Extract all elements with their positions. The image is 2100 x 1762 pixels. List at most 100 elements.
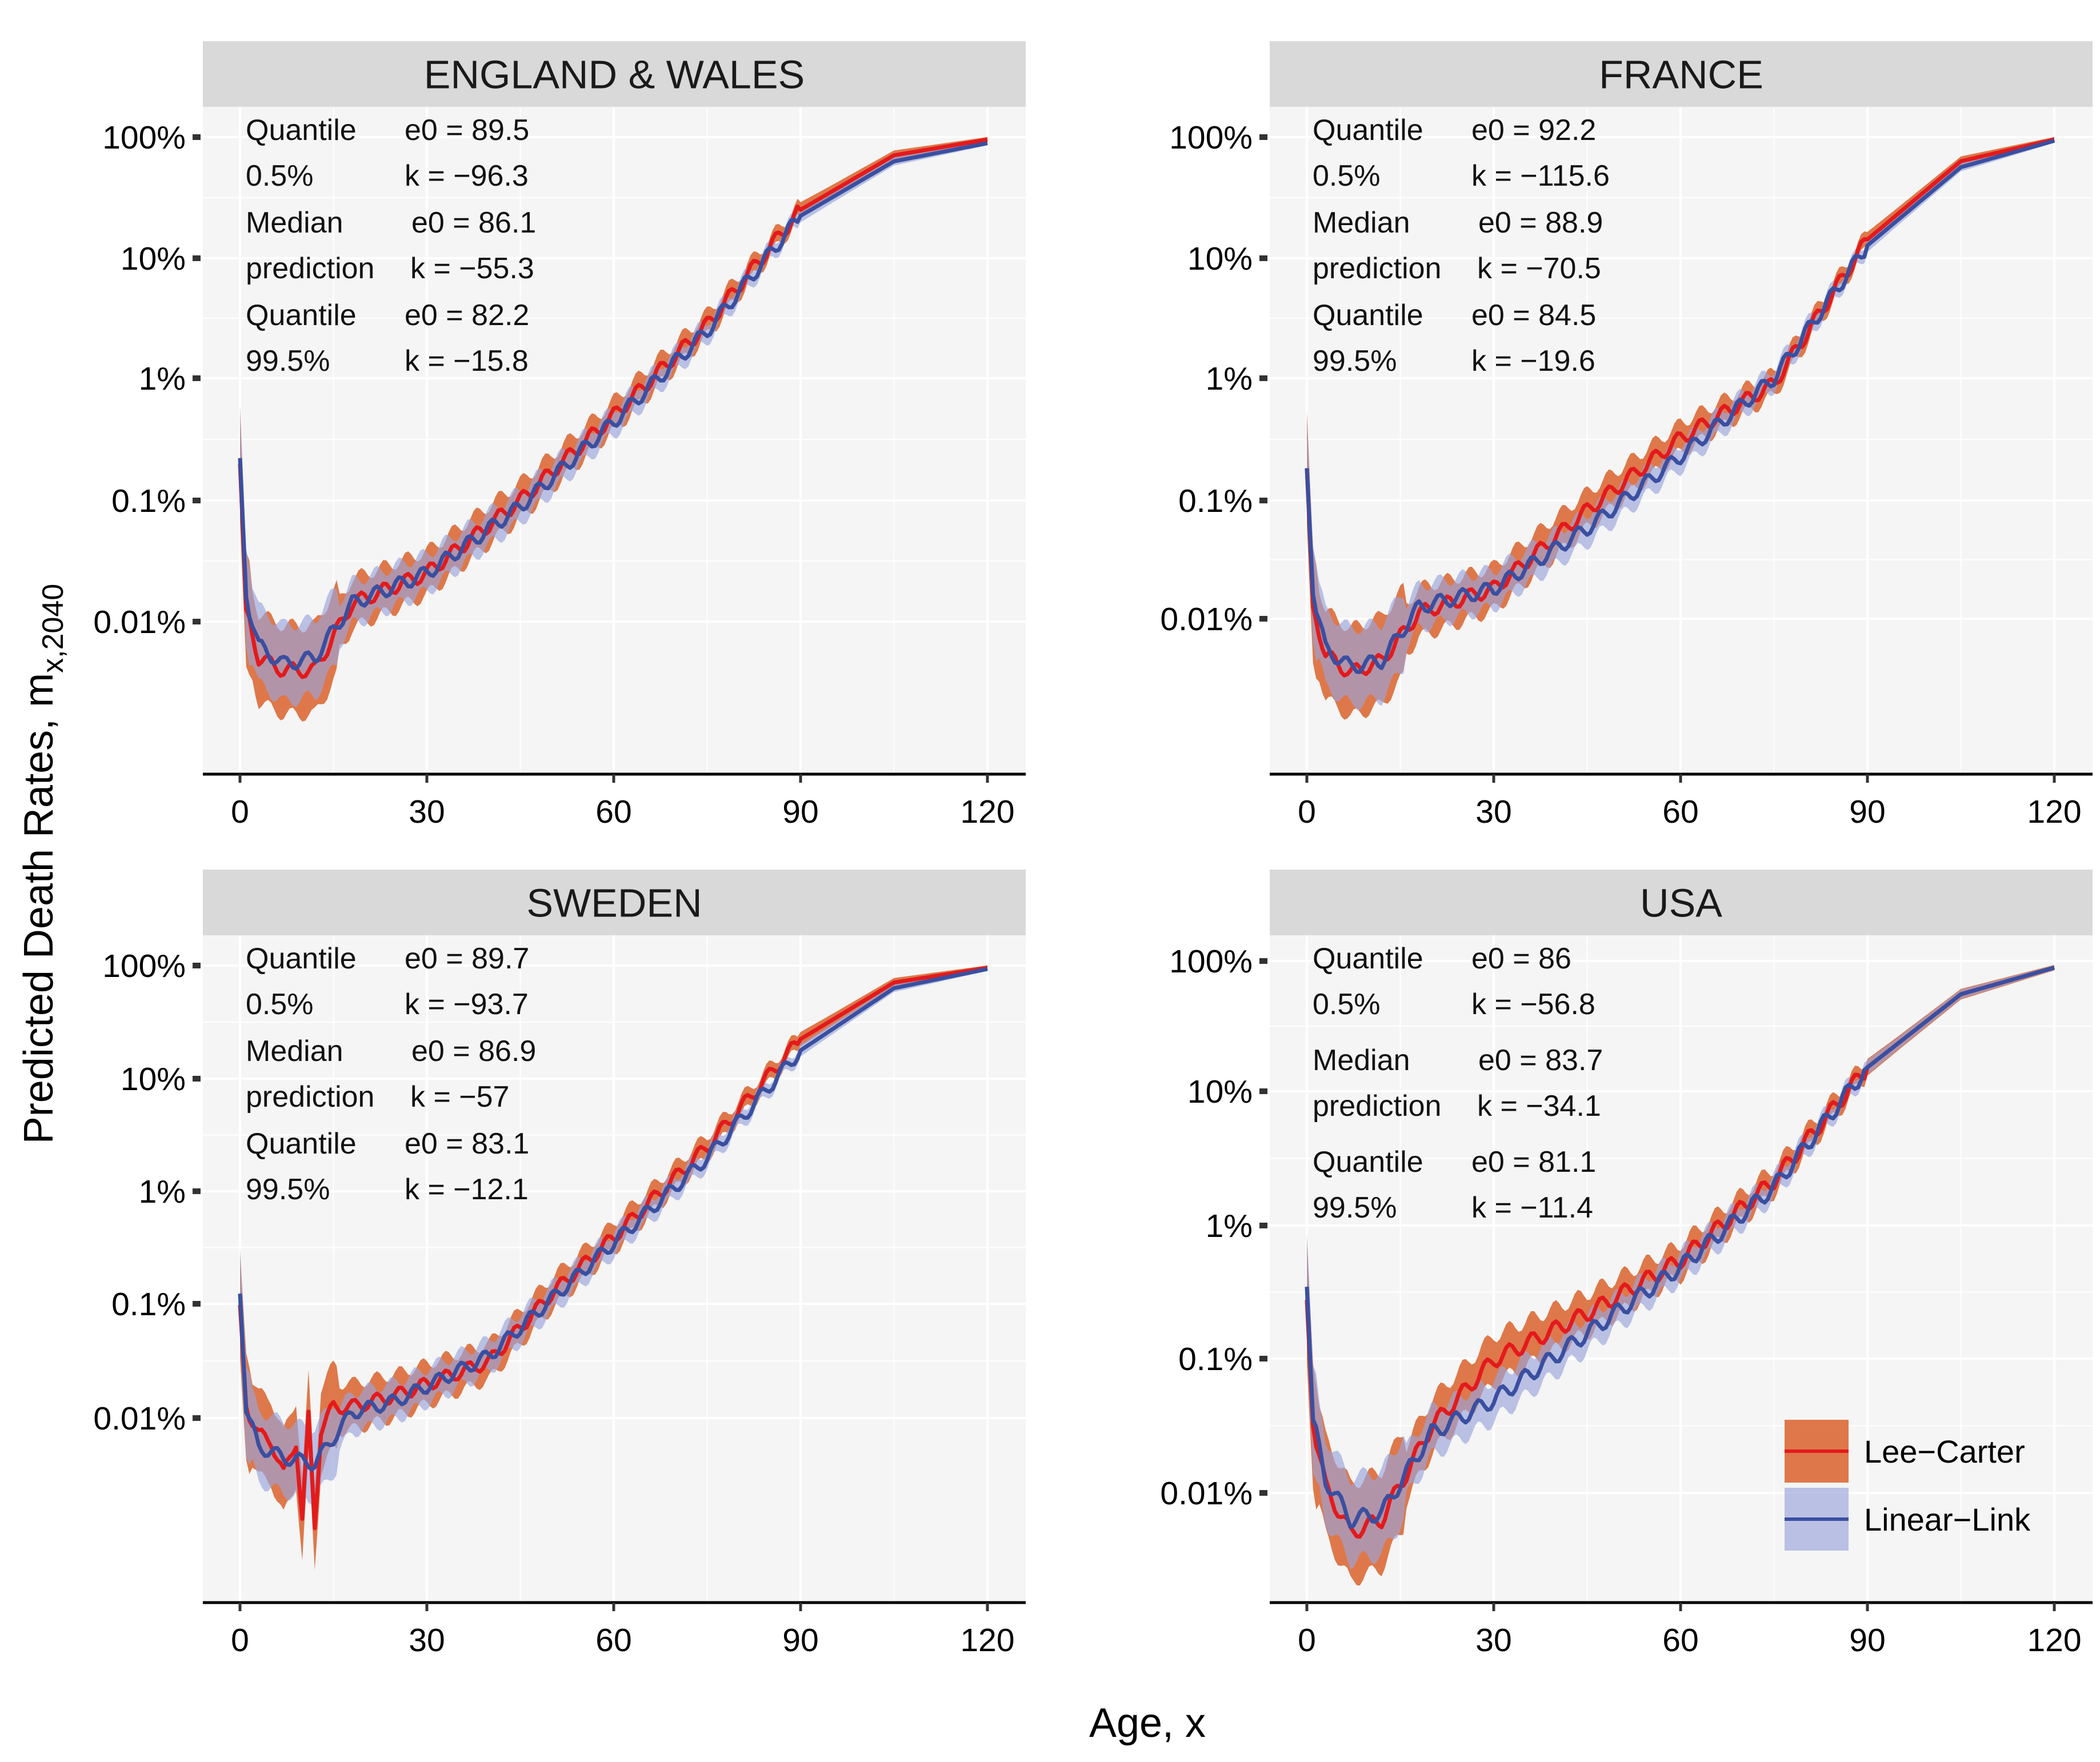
annotation-k: k = −55.3 <box>410 252 534 285</box>
y-tick-label: 1% <box>1206 1208 1253 1244</box>
annotation-label: Quantile <box>246 1127 357 1160</box>
y-tick-mark <box>1259 375 1267 381</box>
panel-france: FRANCE 0 30 60 90 120 100% 10% 1% 0.1% 0.01% Quanti… <box>1160 41 2093 830</box>
x-tick-label: 0 <box>231 794 249 830</box>
y-axis-title-sub: x,2040 <box>37 584 70 673</box>
x-tick-label: 0 <box>1298 794 1316 830</box>
y-tick-mark <box>1259 255 1267 261</box>
x-tick-label: 0 <box>1298 1622 1316 1659</box>
annotation-k: k = −34.1 <box>1477 1090 1601 1123</box>
annotation-label: Median <box>1313 1044 1410 1077</box>
annotation-sub: 99.5% <box>246 345 330 378</box>
panel-usa: USA 0 30 60 90 120 100% 10% 1% 0.1% 0.01% Quantile e… <box>1160 870 2093 1659</box>
y-tick-mark <box>1259 616 1267 622</box>
x-tick-label: 60 <box>595 794 631 830</box>
x-tick-label: 120 <box>2027 794 2081 830</box>
y-tick-mark <box>193 963 201 968</box>
annotation-sub: 99.5% <box>1313 1191 1397 1224</box>
x-tick-label: 90 <box>782 794 818 830</box>
annotation-k: k = −115.6 <box>1471 159 1610 193</box>
y-tick-mark <box>193 255 201 261</box>
x-tick-label: 60 <box>595 1622 631 1659</box>
y-tick-label: 0.1% <box>1178 1341 1253 1377</box>
annotation-sub: 0.5% <box>1313 988 1381 1021</box>
y-tick-label: 0.01% <box>93 604 186 640</box>
annotation-e0: e0 = 83.7 <box>1478 1044 1603 1077</box>
annotation-sub: 0.5% <box>246 988 314 1021</box>
y-tick-label: 0.01% <box>1160 601 1253 638</box>
annotation-label: Quantile <box>1313 1146 1423 1179</box>
annotation-label: Median <box>246 206 343 239</box>
annotation-label: Quantile <box>246 299 357 332</box>
annotation-e0: e0 = 83.1 <box>405 1127 529 1160</box>
y-tick-mark <box>193 498 201 503</box>
y-tick-label: 10% <box>121 241 186 277</box>
y-tick-mark <box>1259 134 1267 140</box>
annotation-k: k = −56.8 <box>1471 988 1595 1021</box>
x-tick-label: 120 <box>2027 1622 2081 1659</box>
y-tick-label: 10% <box>1187 241 1253 277</box>
annotation-sub: prediction <box>246 252 374 285</box>
y-tick-mark <box>1259 498 1267 503</box>
annotation-e0: e0 = 86.1 <box>411 206 536 239</box>
annotation-e0: e0 = 89.7 <box>405 942 529 975</box>
y-tick-mark <box>193 1301 201 1307</box>
strip-title-france: FRANCE <box>1599 53 1763 97</box>
x-axis-title: Age, x <box>1089 1700 1206 1746</box>
y-tick-label: 0.1% <box>111 483 186 519</box>
strip-title-england-and-wales: ENGLAND & WALES <box>424 53 805 97</box>
x-tick-label: 120 <box>960 794 1014 830</box>
y-tick-mark <box>1259 1223 1267 1228</box>
y-axis-title-main: Predicted Death Rates, m <box>16 673 62 1144</box>
y-tick-label: 10% <box>1187 1074 1253 1110</box>
annotation-e0: e0 = 86 <box>1471 942 1571 975</box>
x-tick-label: 30 <box>1475 794 1511 830</box>
annotation-sub: 99.5% <box>1313 345 1397 378</box>
annotation-k: k = −15.8 <box>405 345 529 378</box>
y-tick-mark <box>193 375 201 381</box>
annotation-e0: e0 = 81.1 <box>1471 1146 1596 1179</box>
annotation-k: k = −19.6 <box>1471 345 1595 378</box>
y-tick-label: 0.1% <box>1178 483 1253 519</box>
annotation-e0: e0 = 92.2 <box>1471 114 1596 147</box>
x-tick-label: 90 <box>1849 1622 1885 1659</box>
panel-sweden: SWEDEN 0 30 60 90 120 100% 10% 1% 0.1% 0.01% Quanti… <box>93 870 1026 1659</box>
y-tick-mark <box>193 619 201 624</box>
annotation-k: k = −11.4 <box>1471 1191 1593 1224</box>
x-tick-label: 120 <box>960 1622 1014 1659</box>
legend-label-linear-link: Linear−Link <box>1864 1501 2031 1537</box>
annotation-k: k = −12.1 <box>405 1173 529 1206</box>
figure: ENGLAND & WALES 0 30 60 90 120 100% 10% 1% 0.1% 0.… <box>0 0 2100 1762</box>
y-axis-title: Predicted Death Rates, mx,2040 <box>16 584 70 1144</box>
annotation-label: Quantile <box>1313 114 1423 147</box>
annotation-label: Quantile <box>1313 942 1423 975</box>
annotation-sub: prediction <box>1313 1090 1441 1123</box>
annotation-sub: 99.5% <box>246 1173 330 1206</box>
annotation-k: k = −93.7 <box>405 988 529 1021</box>
annotation-sub: prediction <box>1313 252 1441 285</box>
x-tick-label: 30 <box>1475 1622 1511 1659</box>
y-tick-label: 1% <box>1206 361 1253 397</box>
annotation-sub: 0.5% <box>1313 159 1381 193</box>
y-tick-mark <box>193 1415 201 1421</box>
x-tick-label: 30 <box>409 794 445 830</box>
y-tick-label: 100% <box>1169 943 1253 980</box>
x-tick-label: 60 <box>1662 794 1698 830</box>
annotation-e0: e0 = 84.5 <box>1471 299 1596 332</box>
x-tick-label: 90 <box>1849 794 1885 830</box>
annotation-k: k = −70.5 <box>1477 252 1601 285</box>
annotation-e0: e0 = 86.9 <box>411 1035 536 1068</box>
y-tick-label: 1% <box>139 361 186 397</box>
x-tick-label: 90 <box>782 1622 818 1659</box>
annotation-e0: e0 = 82.2 <box>405 299 529 332</box>
x-tick-label: 30 <box>409 1622 445 1659</box>
annotation-label: Median <box>1313 206 1410 239</box>
annotation-label: Quantile <box>1313 299 1423 332</box>
strip-title-sweden: SWEDEN <box>526 881 702 926</box>
y-tick-label: 100% <box>1169 119 1253 156</box>
strip-title-usa: USA <box>1640 881 1722 926</box>
y-tick-label: 10% <box>121 1061 186 1098</box>
y-tick-mark <box>1259 1356 1267 1361</box>
y-tick-label: 100% <box>102 948 186 984</box>
annotation-sub: prediction <box>246 1080 374 1114</box>
